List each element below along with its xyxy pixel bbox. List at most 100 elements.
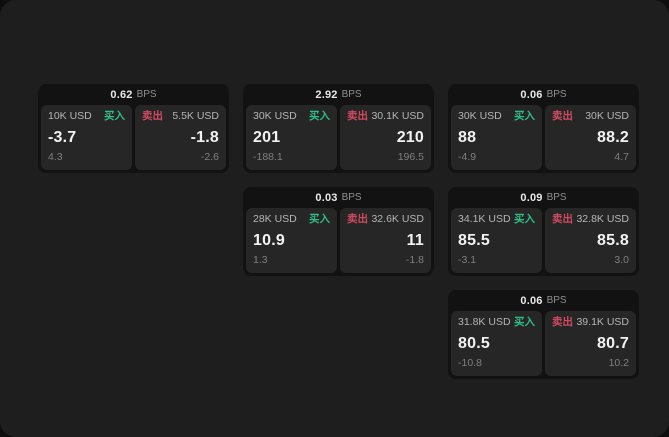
sell-value: 80.7 [597, 334, 629, 352]
sell-value: -1.8 [190, 128, 219, 146]
buy-panel[interactable]: 34.1K USD 买入 85.5 -3.1 [451, 208, 542, 273]
card-header: 0.03 BPS [246, 187, 431, 208]
card-body: 10K USD 买入 -3.7 4.3 卖出 5.5K USD -1.8 -2.… [41, 105, 226, 170]
buy-tag: 买入 [514, 316, 535, 328]
sell-size-label: 30K USD [585, 110, 629, 122]
card-header: 2.92 BPS [246, 84, 431, 105]
sell-delta: -1.8 [405, 254, 424, 267]
sell-tag: 卖出 [347, 110, 368, 122]
buy-value: 85.5 [458, 231, 490, 249]
buy-delta: 1.3 [253, 254, 268, 267]
buy-panel[interactable]: 31.8K USD 买入 80.5 -10.8 [451, 311, 542, 376]
card-body: 28K USD 买入 10.9 1.3 卖出 32.6K USD 11 -1.8 [246, 208, 431, 273]
sell-delta: 10.2 [608, 357, 629, 370]
sell-panel-header: 卖出 5.5K USD [142, 110, 219, 123]
bps-unit-label: BPS [136, 89, 157, 100]
sell-size-label: 30.1K USD [371, 110, 424, 122]
buy-panel-header: 34.1K USD 买入 [458, 213, 535, 226]
sell-delta: 3.0 [614, 254, 629, 267]
sell-tag: 卖出 [347, 213, 368, 225]
buy-size-label: 34.1K USD [458, 213, 511, 225]
bps-value: 0.62 [110, 88, 133, 101]
cards-grid: 0.62 BPS 10K USD 买入 -3.7 4.3 卖出 5.5K USD… [38, 84, 639, 379]
sell-delta: 196.5 [397, 151, 424, 164]
sell-value: 11 [406, 231, 424, 249]
bps-value: 0.06 [520, 294, 543, 307]
sell-panel-header: 卖出 30.1K USD [347, 110, 424, 123]
quote-card[interactable]: 0.06 BPS 31.8K USD 买入 80.5 -10.8 卖出 39.1… [448, 290, 639, 379]
sell-panel[interactable]: 卖出 30.1K USD 210 196.5 [340, 105, 431, 170]
sell-tag: 卖出 [142, 110, 163, 122]
bps-unit-label: BPS [546, 89, 567, 100]
bps-unit-label: BPS [546, 295, 567, 306]
sell-panel[interactable]: 卖出 39.1K USD 80.7 10.2 [545, 311, 636, 376]
buy-size-label: 30K USD [458, 110, 502, 122]
buy-tag: 买入 [104, 110, 125, 122]
bps-unit-label: BPS [341, 89, 362, 100]
sell-value: 88.2 [597, 128, 629, 146]
sell-size-label: 5.5K USD [172, 110, 219, 122]
buy-value: 201 [253, 128, 281, 146]
card-body: 31.8K USD 买入 80.5 -10.8 卖出 39.1K USD 80.… [451, 311, 636, 376]
buy-size-label: 10K USD [48, 110, 92, 122]
buy-delta: -188.1 [253, 151, 283, 164]
card-header: 0.09 BPS [451, 187, 636, 208]
buy-panel-header: 28K USD 买入 [253, 213, 330, 226]
buy-value: 88 [458, 128, 477, 146]
buy-panel[interactable]: 10K USD 买入 -3.7 4.3 [41, 105, 132, 170]
buy-value: 80.5 [458, 334, 490, 352]
sell-panel-header: 卖出 32.6K USD [347, 213, 424, 226]
buy-panel[interactable]: 28K USD 买入 10.9 1.3 [246, 208, 337, 273]
sell-tag: 卖出 [552, 110, 573, 122]
buy-tag: 买入 [514, 213, 535, 225]
bps-value: 2.92 [315, 88, 338, 101]
buy-panel-header: 10K USD 买入 [48, 110, 125, 123]
sell-tag: 卖出 [552, 316, 573, 328]
quote-card[interactable]: 0.06 BPS 30K USD 买入 88 -4.9 卖出 30K USD 8… [448, 84, 639, 173]
bps-value: 0.09 [520, 191, 543, 204]
buy-delta: -10.8 [458, 357, 482, 370]
quote-card[interactable]: 0.03 BPS 28K USD 买入 10.9 1.3 卖出 32.6K US… [243, 187, 434, 276]
sell-delta: -2.6 [200, 151, 219, 164]
bps-unit-label: BPS [546, 192, 567, 203]
sell-panel[interactable]: 卖出 30K USD 88.2 4.7 [545, 105, 636, 170]
sell-tag: 卖出 [552, 213, 573, 225]
card-body: 30K USD 买入 201 -188.1 卖出 30.1K USD 210 1… [246, 105, 431, 170]
card-header: 0.06 BPS [451, 290, 636, 311]
card-body: 30K USD 买入 88 -4.9 卖出 30K USD 88.2 4.7 [451, 105, 636, 170]
card-header: 0.62 BPS [41, 84, 226, 105]
sell-panel-header: 卖出 39.1K USD [552, 316, 629, 329]
sell-size-label: 32.6K USD [371, 213, 424, 225]
sell-panel[interactable]: 卖出 32.8K USD 85.8 3.0 [545, 208, 636, 273]
buy-panel[interactable]: 30K USD 买入 88 -4.9 [451, 105, 542, 170]
buy-delta: 4.3 [48, 151, 63, 164]
sell-panel[interactable]: 卖出 32.6K USD 11 -1.8 [340, 208, 431, 273]
buy-panel-header: 31.8K USD 买入 [458, 316, 535, 329]
bps-unit-label: BPS [341, 192, 362, 203]
buy-panel-header: 30K USD 买入 [253, 110, 330, 123]
sell-value: 210 [396, 128, 424, 146]
sell-panel[interactable]: 卖出 5.5K USD -1.8 -2.6 [135, 105, 226, 170]
bps-value: 0.06 [520, 88, 543, 101]
buy-delta: -3.1 [458, 254, 477, 267]
buy-value: -3.7 [48, 128, 77, 146]
card-header: 0.06 BPS [451, 84, 636, 105]
buy-tag: 买入 [309, 213, 330, 225]
buy-panel-header: 30K USD 买入 [458, 110, 535, 123]
quote-card[interactable]: 2.92 BPS 30K USD 买入 201 -188.1 卖出 30.1K … [243, 84, 434, 173]
buy-delta: -4.9 [458, 151, 477, 164]
sell-panel-header: 卖出 32.8K USD [552, 213, 629, 226]
buy-size-label: 31.8K USD [458, 316, 511, 328]
sell-size-label: 39.1K USD [576, 316, 629, 328]
card-body: 34.1K USD 买入 85.5 -3.1 卖出 32.8K USD 85.8… [451, 208, 636, 273]
quote-card[interactable]: 0.09 BPS 34.1K USD 买入 85.5 -3.1 卖出 32.8K… [448, 187, 639, 276]
buy-tag: 买入 [309, 110, 330, 122]
sell-value: 85.8 [597, 231, 629, 249]
bps-value: 0.03 [315, 191, 338, 204]
buy-panel[interactable]: 30K USD 买入 201 -188.1 [246, 105, 337, 170]
buy-size-label: 30K USD [253, 110, 297, 122]
quote-card[interactable]: 0.62 BPS 10K USD 买入 -3.7 4.3 卖出 5.5K USD… [38, 84, 229, 173]
buy-value: 10.9 [253, 231, 285, 249]
buy-tag: 买入 [514, 110, 535, 122]
